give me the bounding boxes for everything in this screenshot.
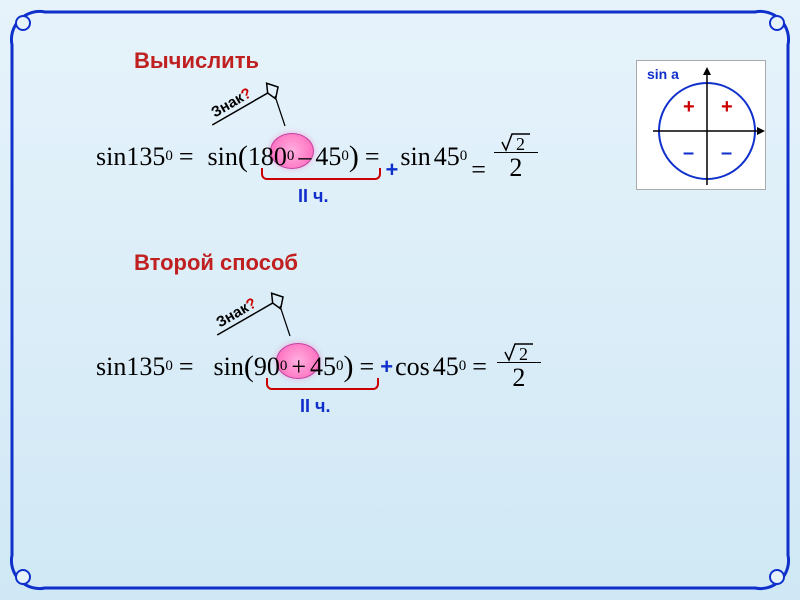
m2-rhs-arg: 45	[433, 352, 459, 382]
m2-mid-fn: sin	[214, 352, 244, 382]
m2-result: 2 2	[497, 340, 541, 393]
m2-lhs-fn: sin	[96, 352, 126, 382]
q1-sign: +	[721, 96, 733, 118]
m2-a: 90	[254, 352, 280, 382]
svg-text:2: 2	[519, 344, 528, 362]
q3-sign: –	[683, 142, 694, 164]
equation-1: sin1350 = sin(1800 – 450) = + sin 450 = …	[96, 130, 542, 183]
m1-rhs-fn: sin	[400, 142, 430, 172]
svg-text:Знак?: Знак?	[213, 295, 259, 331]
sin-sign-diagram: sin a + + – –	[636, 60, 766, 190]
title-calculate: Вычислить	[134, 48, 259, 74]
m1-a: 180	[248, 142, 287, 172]
m1-sign: +	[386, 157, 399, 183]
m2-b: 45	[310, 352, 336, 382]
m1-lhs-arg: 135	[126, 142, 165, 172]
eq: =	[179, 142, 194, 172]
m1-lhs-fn: sin	[96, 142, 126, 172]
m1-result: 2 2	[494, 130, 538, 183]
quadrant-label-1: II ч.	[298, 186, 328, 207]
equation-2: sin1350 = sin(900 + 450) = + cos 450 = 2…	[96, 340, 545, 393]
svg-text:Знак?: Знак?	[208, 85, 254, 121]
quadrant-label-2: II ч.	[300, 396, 330, 417]
m2-sign: +	[380, 354, 393, 380]
svg-text:2: 2	[516, 134, 525, 152]
sin-label: sin a	[647, 66, 679, 82]
q4-sign: –	[721, 142, 732, 164]
m1-mid-fn: sin	[208, 142, 238, 172]
title-second-method: Второй способ	[134, 250, 298, 276]
content-area: Вычислить sin a + + – – Знак? sin1350 = …	[48, 40, 780, 580]
m1-b: 45	[315, 142, 341, 172]
m2-rhs-fn: cos	[395, 352, 430, 382]
m2-lhs-arg: 135	[126, 352, 165, 382]
m1-rhs-arg: 45	[434, 142, 460, 172]
q2-sign: +	[683, 96, 695, 118]
